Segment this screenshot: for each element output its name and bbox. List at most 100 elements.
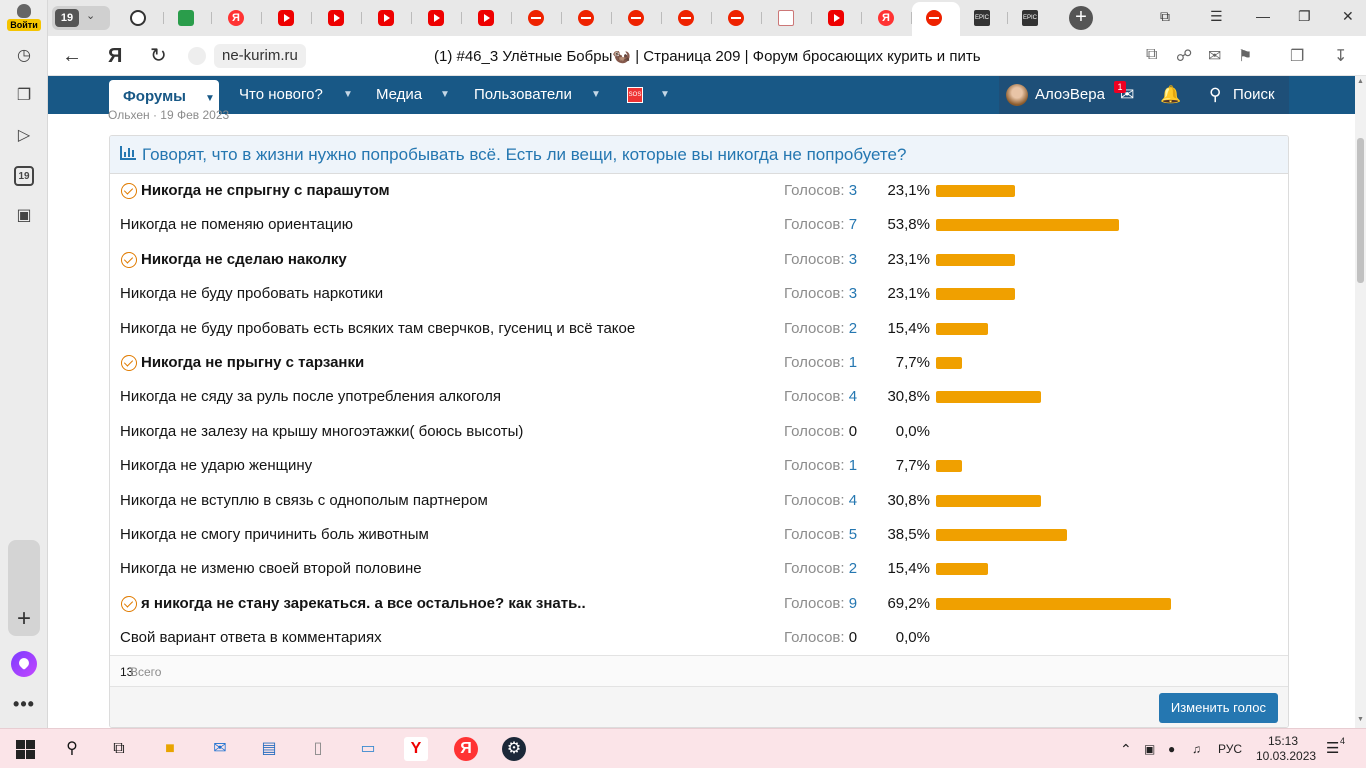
bell-icon[interactable]: 🔔 (1160, 85, 1182, 104)
minimize-button[interactable]: — (1256, 8, 1270, 24)
control-panel-icon[interactable]: ▤ (261, 740, 277, 757)
yandex-home-icon[interactable]: Я (108, 45, 123, 67)
tab[interactable] (270, 4, 312, 32)
tab[interactable] (320, 4, 362, 32)
history-icon[interactable]: ◷ (17, 47, 31, 64)
mail-icon[interactable]: ✉ (213, 740, 227, 757)
login-button[interactable]: Войти (7, 4, 41, 32)
votes-count-link[interactable]: 1 (848, 354, 858, 371)
close-button[interactable]: ✕ (1342, 8, 1354, 24)
page-scrollbar[interactable]: ▲ ▼ (1355, 76, 1366, 728)
more-icon[interactable]: ••• (13, 694, 35, 714)
tab[interactable] (670, 4, 712, 32)
tab[interactable]: EPIC (1014, 4, 1056, 32)
tab[interactable] (370, 4, 412, 32)
alice-assistant-icon[interactable] (11, 651, 37, 677)
system-clock[interactable]: 15:13 10.03.2023 (1256, 734, 1316, 764)
votes-label: Голосов: (784, 250, 845, 268)
screenshot-icon[interactable]: ▣ (16, 207, 32, 224)
extension-icon[interactable]: ☍ (1176, 48, 1193, 65)
tab-active[interactable] (912, 2, 960, 36)
nav-whats-new[interactable]: Что нового? (239, 86, 323, 103)
tab[interactable] (770, 4, 812, 32)
tab[interactable]: EPIC (966, 4, 1008, 32)
add-panel-icon[interactable]: + (16, 605, 31, 632)
poll-option: Никогда не сделаю наколку Голосов: 3 23,1% (110, 243, 1288, 277)
yandex-favicon-icon: Я (878, 10, 894, 26)
yandex-browser-icon[interactable]: Y (404, 737, 428, 761)
votes-count-link[interactable]: 3 (848, 182, 858, 199)
page-title[interactable]: (1) #46_3 Улётные Бобры🦦 | Страница 209 … (434, 48, 981, 65)
votes-count-link[interactable]: 2 (848, 319, 858, 337)
nav-media[interactable]: Медиа (376, 86, 423, 103)
new-tab-button[interactable]: + (1069, 6, 1093, 30)
collections-icon[interactable]: ❐ (16, 87, 32, 104)
tab[interactable]: Я (220, 4, 262, 32)
tab[interactable] (820, 4, 862, 32)
scroll-up-icon[interactable]: ▲ (1357, 78, 1364, 85)
votes-label: Голосов: (784, 354, 845, 371)
tab[interactable] (470, 4, 512, 32)
download-icon[interactable]: ↧ (1334, 48, 1348, 65)
tab-group-button[interactable]: 19 ⌄ (52, 6, 110, 30)
votes-count-link[interactable]: 5 (848, 526, 858, 543)
tab-manager-icon[interactable]: ⧉ (1160, 8, 1170, 24)
votes-count-link[interactable]: 1 (848, 457, 858, 475)
file-explorer-icon[interactable]: ■ (165, 740, 175, 757)
hamburger-menu-icon[interactable]: ☰ (1210, 8, 1223, 24)
language-indicator[interactable]: РУС (1218, 742, 1243, 756)
steam-icon[interactable]: ⚙ (502, 737, 526, 761)
votes-count-link[interactable]: 7 (848, 216, 858, 234)
votes-count-link[interactable]: 2 (848, 560, 858, 578)
nav-forums[interactable]: Форумы (109, 80, 219, 114)
microphone-icon[interactable]: ● (1168, 742, 1176, 756)
search-button[interactable]: ⚲ Поиск (1199, 76, 1289, 114)
votes-count-link[interactable]: 9 (848, 594, 858, 612)
reviews-icon[interactable]: ✉ (1208, 48, 1222, 65)
video-icon[interactable]: ▷ (17, 127, 31, 144)
chevron-down-icon[interactable]: ▼ (660, 89, 670, 100)
lock-icon[interactable] (188, 47, 206, 65)
sos-icon[interactable]: SOS (627, 87, 643, 103)
collections-icon[interactable]: ❐ (1290, 48, 1305, 65)
url-domain[interactable]: ne-kurim.ru (214, 44, 306, 68)
yandex-icon[interactable]: Я (454, 737, 478, 761)
nav-users[interactable]: Пользователи (474, 86, 572, 103)
tab[interactable] (620, 4, 662, 32)
translate-icon[interactable]: ⧉ (1146, 46, 1158, 63)
tab[interactable] (720, 4, 762, 32)
votes-count-link[interactable]: 3 (848, 285, 858, 303)
votes-count-link[interactable]: 4 (848, 491, 858, 509)
chevron-down-icon[interactable]: ▼ (205, 93, 215, 104)
calendar-icon[interactable]: 19 (14, 166, 34, 186)
chevron-down-icon[interactable]: ▼ (591, 89, 601, 100)
chevron-down-icon[interactable]: ▼ (343, 89, 353, 100)
document-icon[interactable]: ▯ (313, 740, 323, 757)
task-view-icon[interactable]: ⧉ (113, 740, 125, 757)
reload-icon[interactable]: ↻ (150, 45, 167, 67)
computer-icon[interactable]: ▭ (360, 740, 376, 757)
tab[interactable] (122, 4, 164, 32)
bookmark-icon[interactable]: ⚑ (1238, 48, 1253, 65)
votes-count-link[interactable]: 4 (848, 388, 858, 406)
restore-button[interactable]: ❐ (1298, 8, 1311, 24)
scrollbar-thumb[interactable] (1357, 138, 1364, 283)
back-arrow-icon[interactable]: ← (62, 45, 82, 67)
windows-start-icon[interactable] (14, 737, 38, 761)
scroll-down-icon[interactable]: ▼ (1357, 716, 1364, 723)
tab[interactable]: Я (870, 4, 912, 32)
votes-count-link[interactable]: 3 (848, 250, 858, 268)
tab[interactable] (520, 4, 562, 32)
notification-center-icon[interactable]: ☰ (1326, 740, 1340, 757)
tab[interactable] (570, 4, 612, 32)
votes-label: Голосов: (784, 457, 845, 475)
volume-icon[interactable]: ♫ (1192, 742, 1201, 756)
epic-games-favicon-icon: EPIC (1022, 10, 1038, 26)
change-vote-button[interactable]: Изменить голос (1158, 693, 1278, 723)
chevron-down-icon[interactable]: ▼ (440, 89, 450, 100)
tab[interactable] (420, 4, 462, 32)
meet-now-icon[interactable]: ▣ (1144, 742, 1156, 756)
chevron-up-icon[interactable]: ⌃ (1120, 741, 1132, 757)
tab[interactable] (170, 4, 212, 32)
search-icon[interactable]: ⚲ (66, 740, 78, 757)
